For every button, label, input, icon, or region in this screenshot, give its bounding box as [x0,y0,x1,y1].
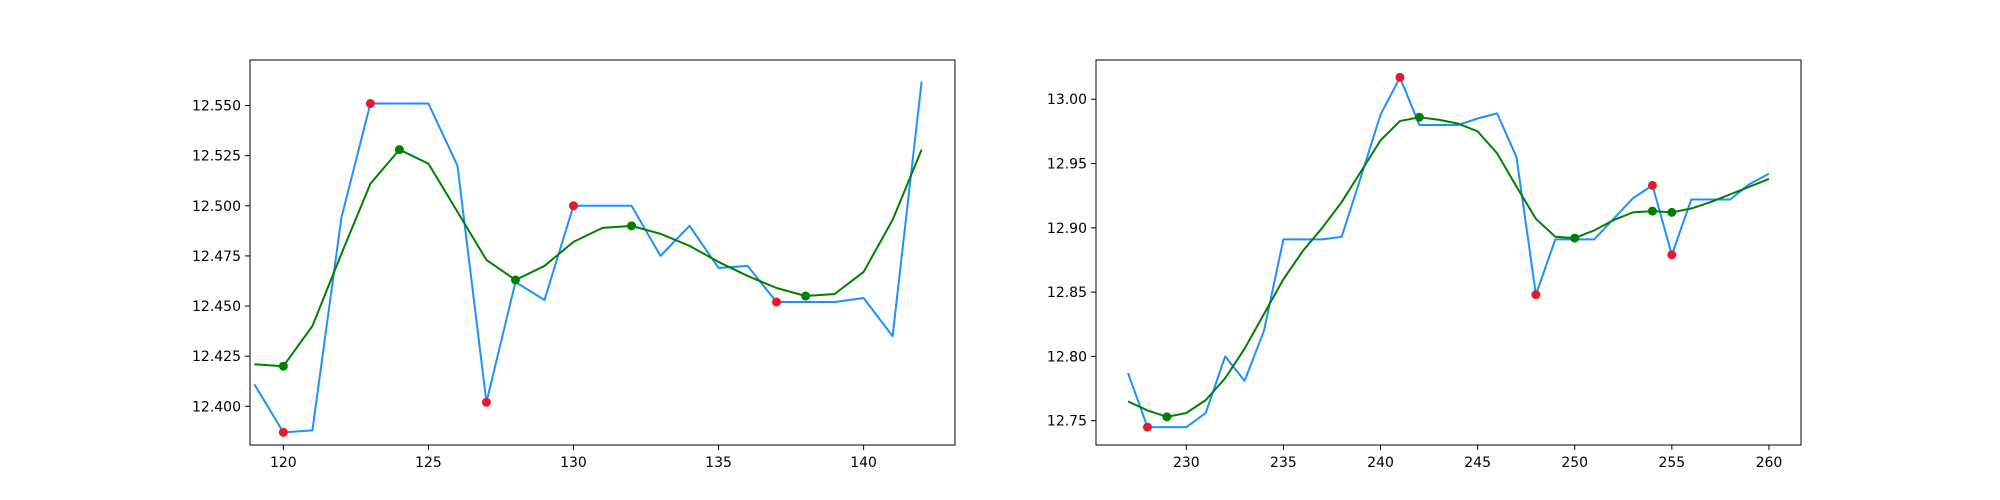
scatter-point [1667,250,1677,260]
scatter-point [1570,233,1580,243]
x-tick-label: 245 [1464,455,1491,471]
plot-area [253,81,923,437]
series-line-1 [1127,116,1770,418]
scatter-point [278,361,288,371]
scatter-point [1531,290,1541,300]
y-tick-label: 12.75 [1047,414,1087,430]
scatter-point [801,291,811,301]
x-tick-label: 235 [1270,455,1297,471]
y-tick-label: 12.425 [192,349,241,365]
x-tick-label: 260 [1756,455,1783,471]
y-tick-label: 12.475 [192,249,241,265]
y-tick-label: 12.550 [192,99,241,115]
y-tick-label: 12.85 [1047,285,1087,301]
plot-area [1127,72,1770,432]
x-tick-label: 240 [1367,455,1394,471]
right-chart: 230 235 240 245 250 255 260 12.75 12.80 12.85 12.9… [1047,59,1802,471]
scatter-point [481,397,491,407]
scatter-point [278,427,288,437]
x-tick-label: 120 [270,455,297,471]
scatter-point [772,297,782,307]
scatter-point [365,99,375,109]
y-tick-label: 13.00 [1047,92,1087,108]
y-tick-label: 12.95 [1047,157,1087,173]
x-tick-label: 135 [705,455,732,471]
scatter-point [394,145,404,155]
y-tick-label: 12.500 [192,199,241,215]
x-tick-label: 255 [1658,455,1685,471]
scatter-point [1414,112,1424,122]
x-tick-label: 230 [1173,455,1200,471]
y-tick-label: 12.90 [1047,221,1087,237]
scatter-point [1647,206,1657,216]
scatter-point [510,275,520,285]
scatter-point [1162,412,1172,422]
scatter-point [1667,207,1677,217]
x-tick-label: 130 [560,455,587,471]
scatter-point [627,221,637,231]
series-line-0 [253,81,923,434]
series-line-1 [254,148,923,368]
series-line-0 [1127,76,1770,429]
x-tick-label: 140 [850,455,877,471]
axes-frame [1095,59,1802,446]
left-chart: 120 125 130 135 140 12.400 12.425 12.450 12.475 1… [192,59,956,471]
x-tick-label: 125 [415,455,442,471]
scatter-point [568,201,578,211]
scatter-point [1647,180,1657,190]
y-tick-label: 12.80 [1047,349,1087,365]
y-tick-label: 12.400 [192,399,241,415]
scatter-point [1142,422,1152,432]
y-tick-label: 12.525 [192,149,241,165]
y-tick-label: 12.450 [192,299,241,315]
axes-frame [249,59,956,446]
x-tick-label: 250 [1561,455,1588,471]
scatter-point [1395,72,1405,82]
